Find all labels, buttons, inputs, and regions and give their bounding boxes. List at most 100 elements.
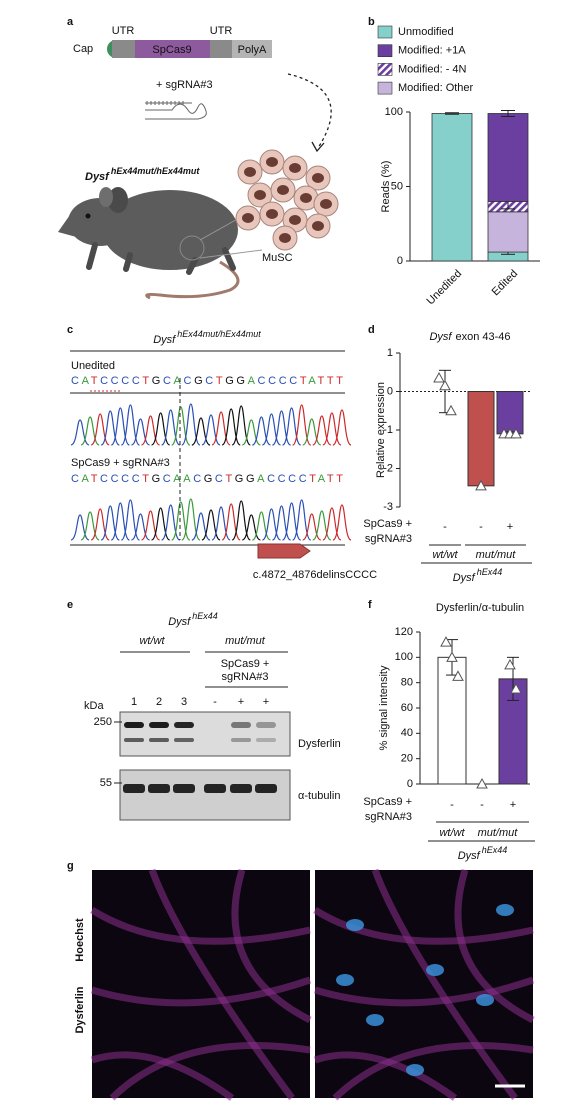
base: C xyxy=(184,375,192,387)
treatment-label: SpCas9 + xyxy=(363,796,412,808)
bar-segment xyxy=(487,211,529,253)
nucleus xyxy=(496,904,514,916)
guide-label: + sgRNA#3 xyxy=(156,79,213,91)
y-tick-label: 40 xyxy=(401,727,413,739)
lane-label: 3 xyxy=(181,696,187,708)
marker-label: 250 xyxy=(94,716,112,728)
band xyxy=(148,784,170,793)
legend-swatch xyxy=(377,81,393,95)
base: C xyxy=(163,473,171,485)
y-tick-label: 120 xyxy=(395,626,413,638)
track-label: Unedited xyxy=(71,360,115,372)
base: T xyxy=(309,473,316,485)
fiber xyxy=(109,1042,311,1101)
band xyxy=(256,738,276,742)
utr3-box xyxy=(210,40,232,58)
band xyxy=(204,784,226,793)
bar xyxy=(496,391,524,435)
cell-label: MuSC xyxy=(262,252,293,264)
band xyxy=(231,738,251,742)
band xyxy=(173,784,195,793)
group-label: mut/mut xyxy=(225,635,266,647)
cap-label: Cap xyxy=(73,43,93,55)
base: C xyxy=(121,375,129,387)
panel-label: e xyxy=(67,599,73,611)
mouse-snout xyxy=(58,212,80,238)
band xyxy=(174,738,194,742)
micrograph xyxy=(90,868,312,1101)
y-axis-title: Reads (%) xyxy=(380,161,392,213)
base: T xyxy=(216,375,223,387)
gene: Dysf xyxy=(168,616,191,628)
y-tick-label: 100 xyxy=(395,651,413,663)
nucleus xyxy=(320,199,332,209)
y-tick-label: 80 xyxy=(401,677,413,689)
base: A xyxy=(173,473,181,485)
nucleus xyxy=(279,233,291,243)
lane-label: + xyxy=(238,696,244,708)
nucleus xyxy=(336,974,354,986)
lane-label: + xyxy=(263,696,269,708)
band xyxy=(174,722,194,728)
x-tick-label: Unedited xyxy=(425,268,465,308)
data-point xyxy=(433,371,445,383)
base: C xyxy=(132,473,140,485)
gene: Dysf xyxy=(453,572,476,584)
base: G xyxy=(236,375,245,387)
legend-swatch xyxy=(377,63,393,76)
genotype: Dysf hEx44 xyxy=(453,567,503,584)
treatment-label: SpCas9 + xyxy=(221,658,270,670)
data-point xyxy=(440,636,452,647)
band-label: Dysferlin xyxy=(298,738,341,750)
base: C xyxy=(288,473,296,485)
base: T xyxy=(336,473,343,485)
base: A xyxy=(308,375,316,387)
base: C xyxy=(111,375,119,387)
x-tick-label: - xyxy=(480,799,484,811)
cds-box xyxy=(135,40,210,58)
base: C xyxy=(205,375,213,387)
track-label: SpCas9 + sgRNA#3 xyxy=(71,457,170,469)
chart-title: Dysferlin/α-tubulin xyxy=(436,602,524,614)
stain-label: Dysferlin xyxy=(74,986,86,1033)
y-tick-label: 0 xyxy=(387,385,393,397)
base: C xyxy=(163,375,171,387)
blot xyxy=(119,769,291,821)
panel-label: d xyxy=(368,324,375,336)
mouse-tail xyxy=(145,260,240,300)
band xyxy=(149,738,169,742)
base: G xyxy=(194,375,203,387)
y-axis-title: Relative expression xyxy=(375,382,387,478)
data-point xyxy=(452,670,464,681)
base: T xyxy=(318,375,325,387)
data-point xyxy=(476,777,488,789)
mouse-eye xyxy=(85,213,91,219)
y-tick-label: 0 xyxy=(407,778,413,790)
data-point xyxy=(504,658,516,670)
base: G xyxy=(225,375,234,387)
gene: Dysf xyxy=(458,850,481,862)
base: C xyxy=(132,375,140,387)
data-point xyxy=(510,682,522,694)
treatment-label: sgRNA#3 xyxy=(365,811,412,823)
y-tick-label: -1 xyxy=(383,424,393,436)
data-point xyxy=(475,479,487,491)
panel-label: a xyxy=(67,16,74,28)
base: C xyxy=(121,473,129,485)
utr5-box xyxy=(112,40,135,58)
sgrna-icon xyxy=(145,101,207,120)
genotype: Dysf hEx44mut/hEx44mut xyxy=(85,166,200,183)
lane-label: - xyxy=(213,696,217,708)
allele: hEx44mut/hEx44mut xyxy=(111,166,201,176)
mouse-legs xyxy=(86,242,236,275)
trace-peak xyxy=(332,409,352,446)
nucleus xyxy=(266,209,278,219)
base: C xyxy=(215,473,223,485)
base: C xyxy=(278,473,286,485)
band-label: α-tubulin xyxy=(298,790,340,802)
x-tick-label: + xyxy=(507,521,513,533)
legend-label: Modified: Other xyxy=(398,82,474,94)
base: A xyxy=(174,375,182,387)
